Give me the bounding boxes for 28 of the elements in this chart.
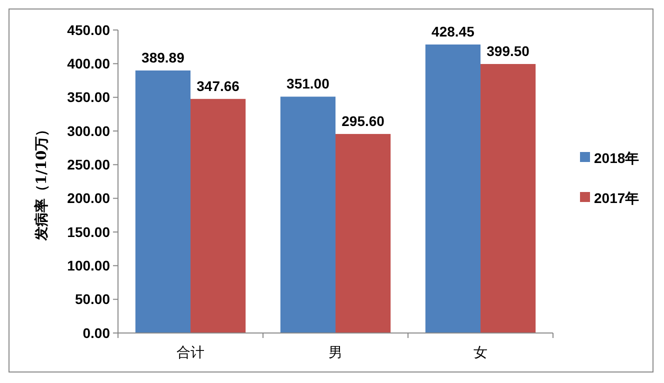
y-tick-label: 350.00 <box>67 89 110 106</box>
x-tick-label: 男 <box>328 344 342 360</box>
y-tick-label: 150.00 <box>67 224 110 240</box>
data-label: 428.45 <box>432 24 475 40</box>
data-label: 347.66 <box>196 78 240 94</box>
data-label: 399.50 <box>486 43 530 60</box>
y-tick-label: 450.00 <box>67 22 110 38</box>
y-tick-label: 300.00 <box>67 122 110 139</box>
bar <box>480 64 536 333</box>
bar <box>190 98 246 333</box>
legend-label: 2017年 <box>594 190 640 206</box>
y-axis-title: 发病率（1/10万） <box>33 122 50 242</box>
data-label: 389.89 <box>142 49 185 66</box>
bar <box>425 44 480 333</box>
bar <box>336 134 391 333</box>
y-tick-label: 200.00 <box>67 190 110 206</box>
y-tick-label: 0.00 <box>82 324 110 341</box>
y-tick-label: 400.00 <box>67 56 110 72</box>
x-tick-label: 合计 <box>176 344 204 360</box>
x-tick-label: 女 <box>474 344 488 360</box>
data-label: 351.00 <box>286 76 330 92</box>
legend-label: 2018年 <box>594 150 640 166</box>
y-tick-label: 250.00 <box>67 156 110 173</box>
y-tick-label: 100.00 <box>67 258 110 274</box>
bar <box>135 70 190 333</box>
bar <box>280 96 336 333</box>
y-tick-label: 50.00 <box>74 291 110 308</box>
data-label: 295.60 <box>342 112 385 129</box>
